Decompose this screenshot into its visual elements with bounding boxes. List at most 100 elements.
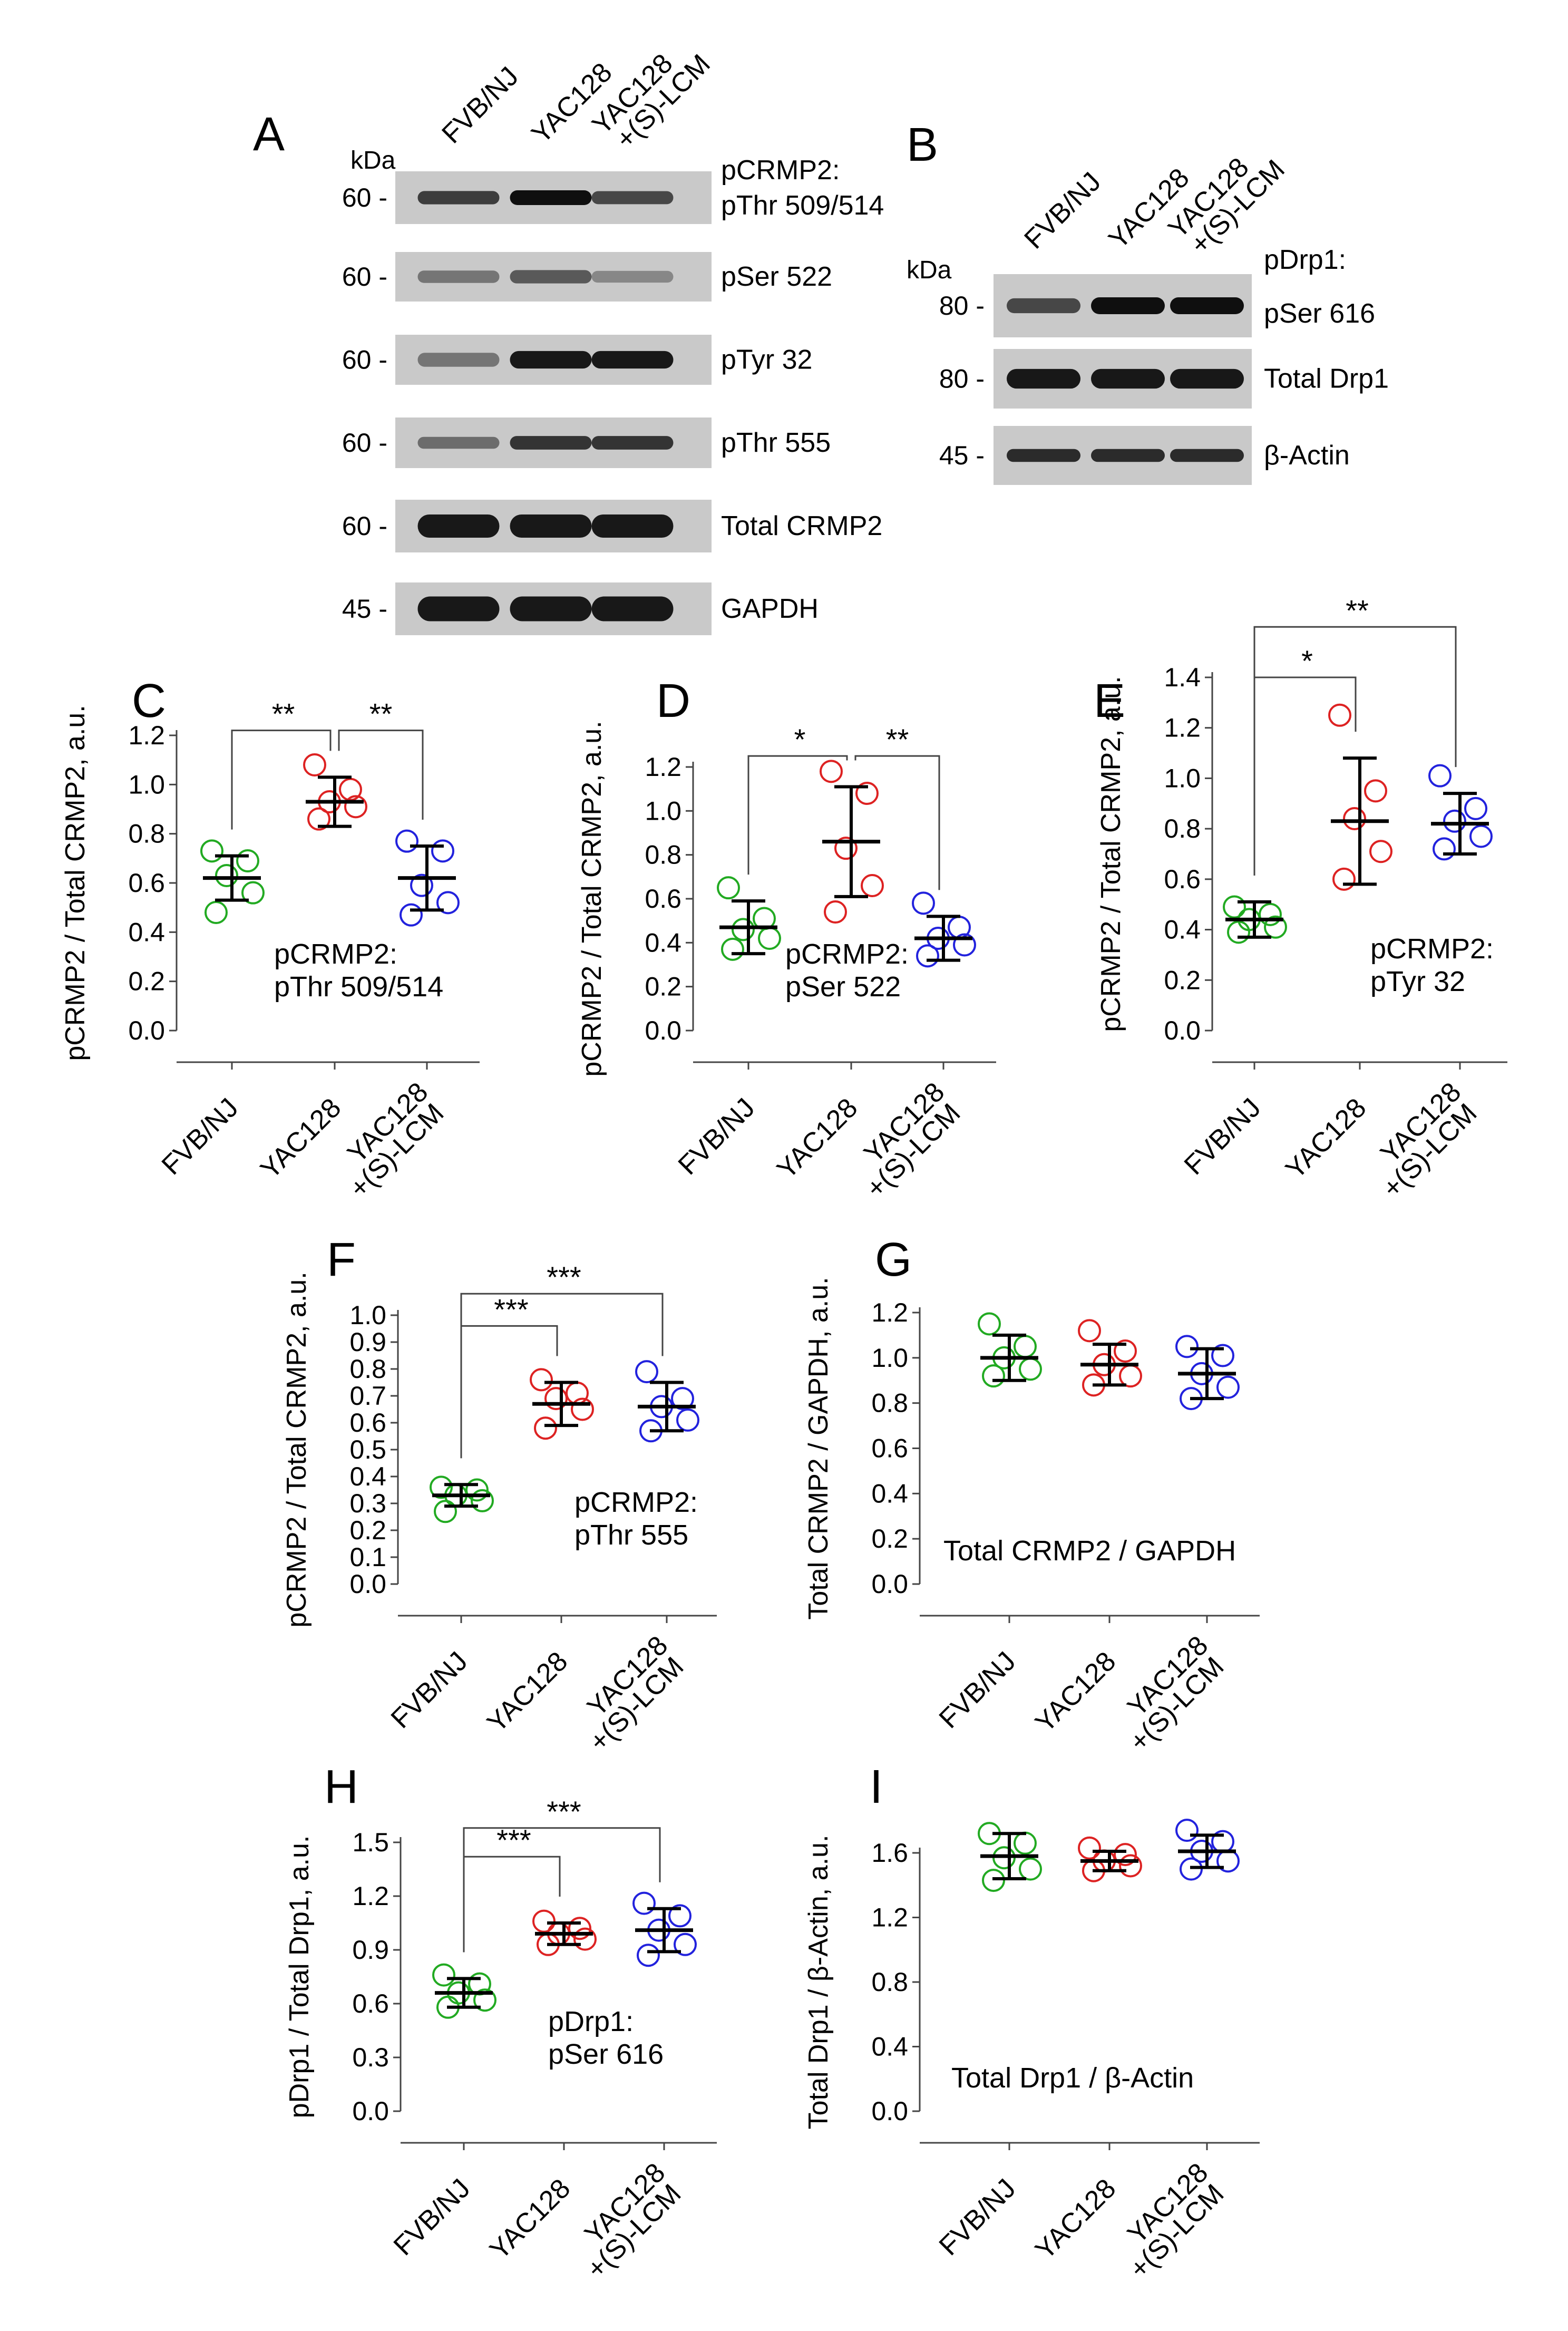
- data-point: [1211, 1344, 1234, 1367]
- y-tick-label: 0.1: [349, 1542, 386, 1572]
- significance-bracket: [747, 755, 848, 875]
- y-tick-label: 0.6: [128, 868, 165, 898]
- x-category-label: YAC128: [255, 1092, 347, 1184]
- data-point: [204, 901, 228, 924]
- blot-band: [1007, 368, 1080, 389]
- data-point: [568, 1917, 591, 1940]
- significance-bracket: [854, 755, 940, 890]
- data-point: [1264, 915, 1287, 939]
- data-point: [824, 900, 847, 924]
- blot-band: [591, 596, 674, 621]
- chart-panel-f: F 0.00.10.20.30.40.50.60.70.80.91.0 pCRMP2…: [281, 1234, 717, 1757]
- y-tick-label: 0.8: [128, 819, 165, 849]
- data-point: [400, 903, 423, 927]
- mw-marker: 60 -: [342, 511, 387, 541]
- panel-letter: B: [907, 119, 938, 171]
- y-tick-label: 0.5: [349, 1435, 386, 1464]
- data-point: [676, 1408, 699, 1432]
- annotation-text: pThr 509/514: [274, 971, 443, 1003]
- blot-band: [591, 436, 674, 450]
- data-point: [544, 1387, 568, 1411]
- blot-header: pCRMP2:: [721, 155, 840, 186]
- data-point: [1433, 837, 1456, 861]
- x-category-label: FVB/NJ: [1179, 1092, 1267, 1181]
- x-category-label: YAC128: [484, 2173, 576, 2265]
- data-point: [637, 1944, 660, 1967]
- data-point: [434, 1500, 457, 1523]
- blot-band: [417, 514, 500, 538]
- y-tick-label: 0.4: [1164, 915, 1201, 945]
- y-tick-label: 0.6: [352, 1989, 389, 2018]
- panel-letter: G: [875, 1234, 912, 1286]
- y-tick-label: 0.0: [871, 2096, 908, 2126]
- blot-row-label: GAPDH: [721, 594, 819, 624]
- blot-band: [1170, 297, 1244, 314]
- y-tick-label: 0.6: [871, 1434, 908, 1463]
- data-point: [1175, 1819, 1199, 1842]
- y-tick-label: 0.8: [645, 840, 681, 870]
- blot-row-label: β-Actin: [1264, 440, 1350, 471]
- y-tick-label: 1.0: [1164, 763, 1201, 793]
- y-tick-label: 0.8: [1164, 814, 1201, 843]
- data-point: [732, 918, 755, 941]
- significance-label: *: [794, 723, 806, 756]
- y-tick-label: 0.8: [871, 1967, 908, 1997]
- data-point: [1223, 895, 1246, 919]
- y-tick-label: 0.2: [1164, 965, 1201, 995]
- blot-band: [1007, 449, 1080, 462]
- blot-row-label: pSer 522: [721, 261, 832, 292]
- data-point: [1328, 703, 1351, 727]
- y-tick-label: 0.6: [645, 884, 681, 914]
- y-tick-label: 0.8: [349, 1354, 386, 1384]
- y-tick-label: 1.2: [871, 1903, 908, 1932]
- data-point: [1469, 824, 1493, 848]
- blot-band: [510, 596, 592, 621]
- data-point: [473, 1988, 496, 2012]
- y-tick-label: 1.0: [645, 796, 681, 825]
- data-point: [758, 927, 781, 950]
- mw-marker: 60 -: [342, 428, 387, 458]
- data-point: [410, 873, 433, 897]
- data-point: [1259, 902, 1282, 926]
- y-tick-label: 0.4: [349, 1462, 386, 1491]
- blot-band: [591, 191, 674, 205]
- annotation-text: pCRMP2:: [1370, 933, 1494, 965]
- data-point: [861, 874, 884, 897]
- data-point: [432, 1963, 455, 1987]
- x-category-label: YAC128: [1280, 1092, 1372, 1184]
- data-point: [1464, 797, 1487, 820]
- blot-band: [510, 270, 592, 284]
- blot-row-label: Total Drp1: [1264, 364, 1389, 394]
- significance-label: ***: [547, 1795, 581, 1828]
- data-point: [1216, 1375, 1240, 1399]
- lane-label: FVB/NJ: [1018, 167, 1107, 255]
- annotation-text: pTyr 32: [1370, 966, 1465, 997]
- y-tick-label: 0.4: [645, 928, 681, 957]
- significance-label: ***: [496, 1823, 531, 1857]
- data-point: [978, 1312, 1001, 1336]
- panel-letter: D: [656, 675, 690, 727]
- data-point: [820, 760, 843, 783]
- data-point: [1014, 1831, 1037, 1855]
- mw-marker: 60 -: [342, 183, 387, 212]
- data-point: [1443, 809, 1466, 833]
- lane-label: FVB/NJ: [436, 61, 524, 150]
- blot-band: [510, 190, 592, 205]
- annotation-text: pCRMP2:: [274, 938, 397, 970]
- data-point: [1019, 1857, 1042, 1881]
- data-point: [982, 1869, 1005, 1892]
- y-tick-label: 0.0: [349, 1569, 386, 1599]
- significance-label: **: [1346, 594, 1369, 627]
- mw-marker: 45 -: [939, 441, 985, 470]
- y-axis-label: Total CRMP2 / GAPDH, a.u.: [803, 1277, 834, 1619]
- data-point: [1332, 867, 1356, 891]
- x-category-label: YAC128: [1029, 2173, 1122, 2265]
- data-point: [717, 876, 740, 900]
- blot-band: [1170, 449, 1244, 462]
- y-tick-label: 1.0: [128, 770, 165, 799]
- chart-panel-e: E 0.0 0.2 0.4 0.6 0.8 1.0 1.2 1.4 pCRMP2 / Total …: [1094, 594, 1507, 1204]
- kda-label: kDa: [350, 147, 396, 174]
- panel-letter: A: [253, 108, 285, 161]
- blot-band: [417, 436, 500, 449]
- blot-band: [417, 270, 500, 283]
